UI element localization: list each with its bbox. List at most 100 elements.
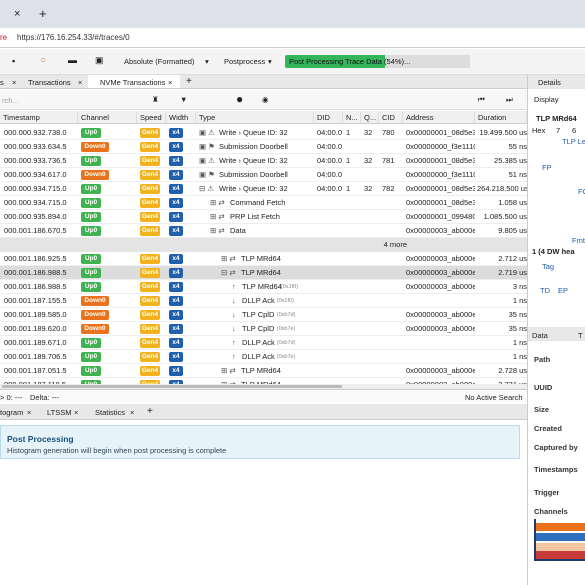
type-icon: ↓ [232,310,236,319]
display[interactable]: Display [534,95,559,104]
cid: 781 [382,156,395,165]
duration: 1 ns [512,338,527,347]
type-icon: ⊞ ⇄ [210,226,225,235]
field: Tag [542,262,555,271]
timestamp: 000.001.189.620.0 [4,324,67,333]
speed: Gen4 [140,338,160,348]
search[interactable]: rch... [2,96,19,105]
width: x4 [169,324,183,334]
addr: 0x00000001_08d5e3 [406,156,475,165]
table-row[interactable]: 000.000.933.736.5 Up0 Gen4 x4 ▣ ⚠ Write › Que… [0,154,527,168]
table-row[interactable]: 000.001.189.671.0 Up0 Gen4 x4 ↑ DLLP Ack (0xb7… [0,336,527,350]
type-icon: ▣ ⚑ [199,170,215,179]
info-label: UUID [534,383,553,392]
table-row[interactable]: 000.001.189.585.0 Down0 Gen4 x4 ↓ TLP CplD (0x… [0,308,527,322]
channel: Up0 [81,184,101,194]
info-label: Channels [534,507,568,516]
table-row[interactable]: 000.001.189.706.5 Up0 Gen4 x4 ↑ DLLP Ack (0xb7… [0,350,527,364]
table-row[interactable]: 000.001.186.988.5 Up0 Gen4 x4 ↑ TLP MRd64 (0x1… [0,280,527,294]
time-format[interactable]: Absolute (Formatted) [124,57,195,66]
type: Submission Doorbell [219,142,288,151]
tab[interactable]: Transactions [28,78,71,87]
channel-chart [534,519,585,561]
table-row[interactable]: 000.000.934.715.0 Up0 Gen4 x4 ⊞ ⇄ Command Fet… [0,196,527,210]
tab[interactable]: Details [538,78,561,87]
column-header: Duration [475,111,527,124]
tab[interactable]: Statistics [95,408,126,417]
duration: 25.385 us [494,156,527,165]
more-row: 4 more [0,238,527,252]
channel: Up0 [81,338,101,348]
tab[interactable]: Data [532,331,548,340]
column-header: CID [379,111,403,124]
tab[interactable]: LTSSM [47,408,72,417]
table-row[interactable]: 000.000.934.715.0 Up0 Gen4 x4 ⊟ ⚠ Write › Que… [0,182,527,196]
table-row[interactable]: 000.000.933.634.5 Down0 Gen4 x4 ▣ ⚑ Submissio… [0,140,527,154]
channel: Up0 [81,128,101,138]
tab[interactable]: s [0,78,4,87]
speed: Gen4 [140,170,160,180]
type-icon: ▣ ⚑ [199,142,215,151]
timestamp: 000.001.187.155.5 [4,296,67,305]
speed: Gen4 [140,254,160,264]
tab[interactable]: NVMe Transactions [100,78,166,87]
table-row[interactable]: 000.001.186.925.5 Up0 Gen4 x4 ⊞ ⇄ TLP MRd64 0x… [0,252,527,266]
width: x4 [169,198,183,208]
q: 32 [364,156,373,165]
duration: 19.499.500 us [479,128,527,137]
table-row[interactable]: 000.001.187.051.5 Up0 Gen4 x4 ⊞ ⇄ TLP MRd64 0x… [0,364,527,378]
type: TLP MRd64 [241,254,281,263]
channel: Up0 [81,226,101,236]
url[interactable]: https://176.16.254.33/#/traces/0 [17,33,130,42]
h-scrollbar [0,384,527,389]
channel: Down0 [81,324,109,334]
addr: 0x00000003_ab000e [406,310,475,319]
info-label: Path [534,355,551,364]
pp-message: Histogram generation will begin when pos… [7,446,227,455]
q: 32 [364,184,373,193]
type: Write › Queue ID: 32 [219,128,288,137]
type: Write › Queue ID: 32 [219,184,288,193]
pp-title: Post Processing [7,434,74,444]
duration: 264.218.500 us [477,184,527,193]
table-row[interactable]: 000.001.186.670.5 Up0 Gen4 x4 ⊞ ⇄ Data 0x00000… [0,224,527,238]
tab[interactable]: togram [0,408,24,417]
search-status: No Active Search [465,393,523,402]
addr: 0x00000001_0994800 [406,212,475,221]
field: FP [542,163,552,172]
addr: 0x00000003_ab000e [406,226,475,235]
column-header: Type [196,111,314,124]
tab[interactable]: T [578,331,583,340]
type: Data [230,226,246,235]
type-icon: ⊞ ⇄ [221,366,236,375]
table-row[interactable]: 000.000.935.894.0 Up0 Gen4 x4 ⊞ ⇄ PRP List Fe… [0,210,527,224]
table-row[interactable]: 000.000.934.617.0 Down0 Gen4 x4 ▣ ⚑ Submissio… [0,168,527,182]
timestamp: 000.001.186.988.5 [4,282,67,291]
width: x4 [169,352,183,362]
channel: Up0 [81,156,101,166]
column-header: Width [166,111,196,124]
timestamp: 000.000.934.715.0 [4,184,67,193]
width: x4 [169,338,183,348]
duration: 3 ns [512,282,527,291]
table-row[interactable]: 000.001.187.155.5 Down0 Gen4 x4 ↓ DLLP Ack (0x… [0,294,527,308]
duration: 51 ns [508,170,527,179]
width: x4 [169,212,183,222]
type-icon: ↑ [232,352,236,361]
type: DLLP Ack [242,352,275,361]
speed: Gen4 [140,226,160,236]
speed: Gen4 [140,352,160,362]
sequence: (0xb7d) [276,312,296,318]
column-header: Channel [78,111,137,124]
sequence: (0xb7d) [276,340,296,346]
post-processing: Post Processing Histogram generation wil… [0,425,520,459]
table-row[interactable]: 000.001.186.988.5 Up0 Gen4 x4 ⊟ ⇄ TLP MRd64 0x… [0,266,527,280]
table-row[interactable]: 000.001.189.620.0 Down0 Gen4 x4 ↓ TLP CplD (0x… [0,322,527,336]
postprocess[interactable]: Postprocess [224,57,266,66]
duration: 1.058 us [498,198,527,207]
table-row[interactable]: 000.000.932.738.0 Up0 Gen4 x4 ▣ ⚠ Write › Que… [0,126,527,140]
field: EP [558,286,569,295]
status-bar: > 0: --- Delta: --- No Active Search [0,389,527,402]
type-icon: ⊞ ⇄ [221,254,236,263]
